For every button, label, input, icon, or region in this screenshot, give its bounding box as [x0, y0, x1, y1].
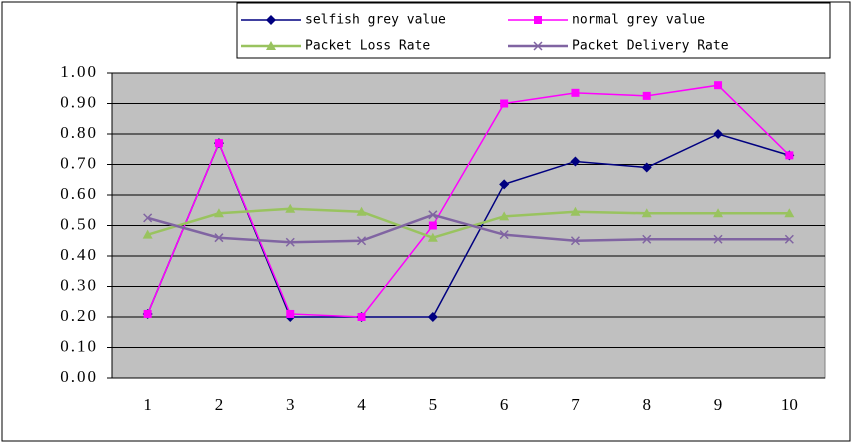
y-tick-label: 0.70: [60, 153, 98, 172]
data-point: [214, 139, 223, 148]
data-point: [784, 208, 795, 218]
data-point: [427, 312, 438, 322]
data-point: [641, 208, 652, 218]
legend-marker: [534, 16, 542, 24]
data-point: [143, 309, 152, 318]
data-point: [570, 206, 581, 216]
y-tick-label: 0.60: [60, 184, 98, 203]
data-point: [570, 236, 580, 246]
data-point: [285, 237, 295, 247]
series-line: [147, 207, 790, 240]
data-point: [571, 88, 580, 97]
legend-label: selfish grey value: [305, 13, 446, 28]
legend-marker: [266, 41, 276, 50]
data-point: [784, 234, 794, 244]
x-tick-label: 1: [143, 395, 152, 414]
x-tick-label: 6: [500, 395, 509, 414]
data-point: [428, 210, 438, 220]
data-point: [428, 221, 437, 230]
data-point: [286, 309, 295, 318]
y-tick-label: 0.10: [60, 336, 98, 355]
data-point: [427, 232, 438, 242]
data-point: [357, 313, 366, 321]
x-tick-label: 4: [357, 395, 366, 414]
data-point: [642, 91, 651, 100]
series-line: [147, 213, 790, 244]
data-point: [356, 206, 367, 216]
series-line: [146, 84, 790, 318]
x-tick-label: 3: [286, 395, 295, 414]
data-point: [142, 229, 153, 239]
data-point: [500, 99, 509, 108]
data-point: [714, 81, 723, 90]
data-point: [642, 234, 652, 244]
legend-box: [236, 2, 831, 59]
data-point: [499, 211, 510, 221]
y-tick-label: 0.00: [60, 367, 98, 386]
x-tick-label: 8: [643, 395, 652, 414]
data-point: [285, 203, 296, 213]
x-tick-label: 9: [714, 395, 723, 414]
y-tick-label: 0.30: [60, 275, 98, 294]
y-tick-label: 1.00: [60, 62, 98, 81]
legend-label: Packet Loss Rate: [305, 39, 430, 54]
y-tick-label: 0.50: [60, 214, 98, 233]
x-tick-label: 7: [571, 395, 580, 414]
x-tick-label: 2: [215, 395, 224, 414]
data-point: [143, 213, 153, 223]
legend-marker: [533, 41, 543, 51]
y-tick-label: 0.90: [60, 92, 98, 111]
y-tick-label: 0.40: [60, 245, 98, 264]
data-point: [213, 208, 224, 218]
legend-marker: [266, 15, 276, 25]
data-point: [713, 129, 724, 139]
x-tick-label: 10: [781, 395, 798, 414]
y-tick-label: 0.80: [60, 123, 98, 142]
data-point: [570, 156, 581, 167]
legend-label: Packet Delivery Rate: [572, 39, 729, 54]
y-tick-label: 0.20: [60, 306, 98, 325]
data-point: [499, 230, 509, 240]
data-point: [641, 162, 652, 173]
x-tick-label: 5: [429, 395, 438, 414]
data-point: [713, 208, 724, 218]
data-point: [713, 234, 723, 244]
legend-label: normal grey value: [572, 13, 705, 28]
data-point: [357, 236, 367, 246]
data-point: [499, 179, 510, 190]
data-point: [785, 151, 794, 160]
data-point: [214, 233, 224, 243]
